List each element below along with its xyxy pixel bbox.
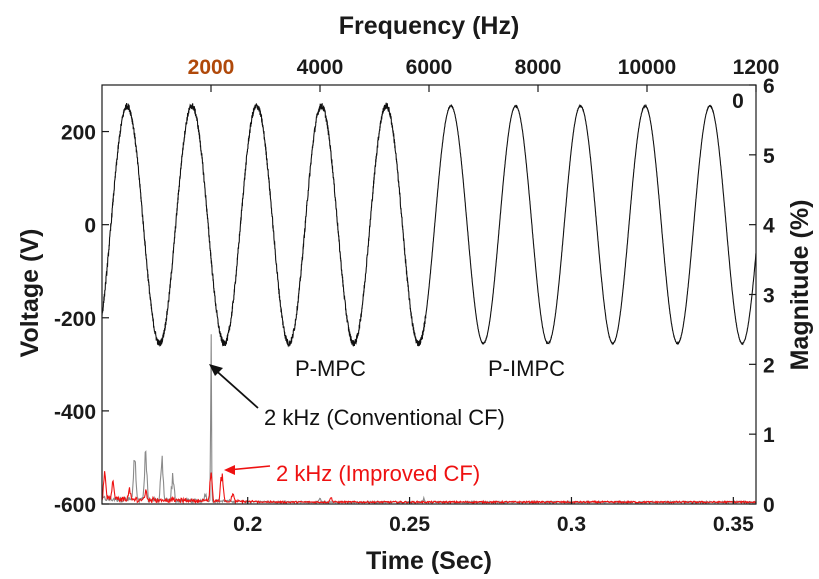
y-tick-label: -200 bbox=[54, 308, 96, 331]
top-tick-label-last-wrap: 0 bbox=[732, 90, 744, 113]
top-tick-label: 6000 bbox=[406, 56, 453, 79]
y2-tick-label: 0 bbox=[763, 494, 775, 517]
y2-tick-label: 3 bbox=[763, 285, 775, 308]
y-tick-label: 0 bbox=[84, 215, 96, 238]
p-mpc-label: P-MPC bbox=[295, 356, 366, 381]
y2-tick-label: 2 bbox=[763, 354, 775, 377]
x-tick-label: 0.2 bbox=[233, 513, 262, 536]
x-tick-label: 0.35 bbox=[713, 513, 754, 536]
top-tick-label: 2000 bbox=[188, 56, 235, 79]
y2-tick-label: 5 bbox=[763, 145, 775, 168]
right-axis-label: Magnitude (%) bbox=[786, 200, 814, 371]
y2-tick-label: 1 bbox=[763, 424, 775, 447]
x-tick-label: 0.25 bbox=[389, 513, 430, 536]
y2-tick-label: 6 bbox=[763, 75, 775, 98]
top-tick-label: 8000 bbox=[515, 56, 562, 79]
y-tick-label: -400 bbox=[54, 401, 96, 424]
improved-cf-label: 2 kHz (Improved CF) bbox=[276, 461, 480, 486]
y-tick-label: -600 bbox=[54, 494, 96, 517]
y-tick-label: 200 bbox=[61, 122, 96, 145]
p-impc-label: P-IMPC bbox=[488, 356, 565, 381]
top-tick-label: 10000 bbox=[618, 56, 676, 79]
top-tick-label: 4000 bbox=[297, 56, 344, 79]
x-tick-label: 0.3 bbox=[557, 513, 586, 536]
x-axis-label: Time (Sec) bbox=[366, 547, 492, 575]
top-axis-label: Frequency (Hz) bbox=[339, 12, 520, 40]
conventional-cf-label: 2 kHz (Conventional CF) bbox=[264, 405, 505, 430]
y-axis-label: Voltage (V) bbox=[16, 229, 44, 358]
y2-tick-label: 4 bbox=[763, 215, 775, 238]
